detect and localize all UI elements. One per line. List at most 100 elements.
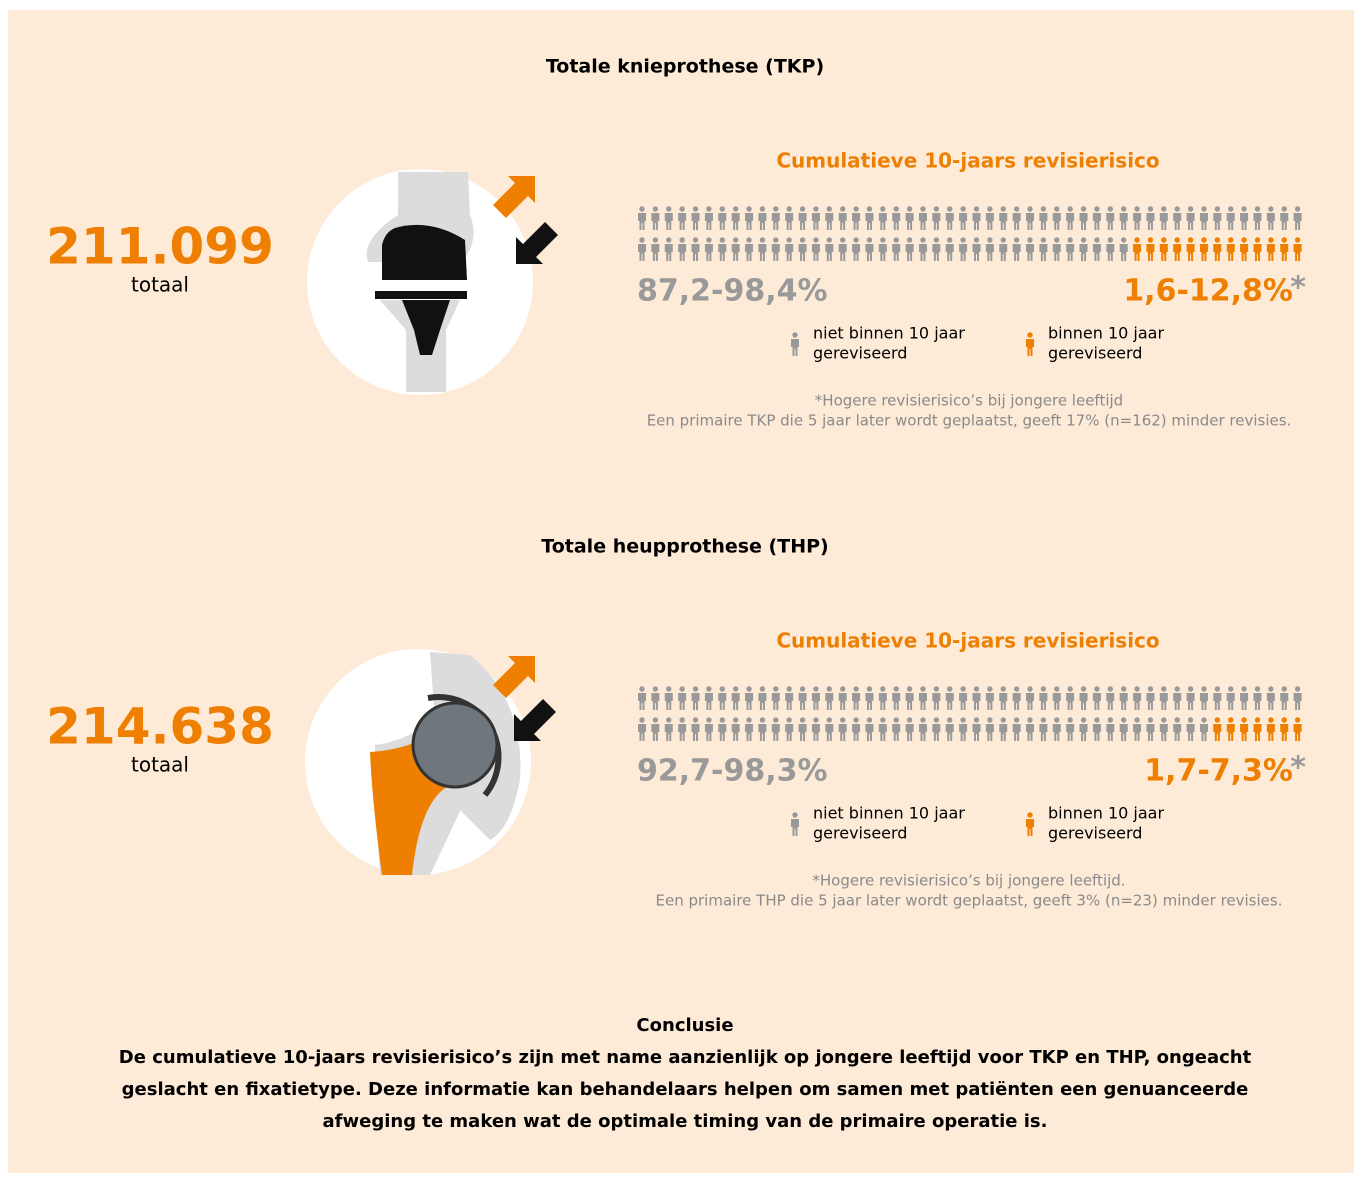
icon-head — [1148, 686, 1153, 691]
icon-head — [1241, 717, 1246, 722]
icon-head — [1014, 206, 1019, 211]
icon-head — [679, 686, 684, 691]
legend-text: gereviseerd — [1048, 344, 1142, 363]
footnote: *Hogere revisierisico’s bij jongere leef… — [812, 872, 1125, 890]
icon-head — [706, 206, 711, 211]
icon-head — [1027, 206, 1032, 211]
icon-head — [907, 717, 912, 722]
icon-head — [746, 686, 751, 691]
icon-head — [1295, 237, 1300, 242]
icon-head — [792, 332, 797, 337]
icon-head — [1188, 206, 1193, 211]
icon-head — [813, 717, 818, 722]
legend-text: binnen 10 jaar — [1048, 804, 1164, 823]
icon-head — [1014, 237, 1019, 242]
icon-head — [934, 206, 939, 211]
icon-head — [733, 717, 738, 722]
icon-head — [894, 686, 899, 691]
icon-head — [880, 717, 885, 722]
icon-head — [746, 206, 751, 211]
icon-head — [1108, 686, 1113, 691]
icon-head — [813, 237, 818, 242]
conclusion-title: Conclusie — [636, 1015, 733, 1036]
icon-head — [800, 206, 805, 211]
icon-head — [840, 237, 845, 242]
icon-head — [1108, 237, 1113, 242]
icon-head — [760, 717, 765, 722]
icon-head — [1094, 686, 1099, 691]
icon-head — [800, 237, 805, 242]
icon-head — [1067, 686, 1072, 691]
icon-head — [1081, 237, 1086, 242]
icon-head — [760, 206, 765, 211]
icon-head — [987, 686, 992, 691]
icon-head — [894, 237, 899, 242]
icon-head — [679, 717, 684, 722]
icon-head — [693, 717, 698, 722]
icon-head — [773, 686, 778, 691]
icon-head — [1241, 237, 1246, 242]
icon-head — [760, 686, 765, 691]
legend-text: binnen 10 jaar — [1048, 324, 1164, 343]
icon-head — [1148, 237, 1153, 242]
icon-head — [1268, 717, 1273, 722]
icon-head — [1148, 717, 1153, 722]
icon-head — [1282, 686, 1287, 691]
icon-head — [639, 686, 644, 691]
icon-head — [827, 717, 832, 722]
footnote: Een primaire TKP die 5 jaar later wordt … — [647, 412, 1292, 430]
icon-head — [1228, 237, 1233, 242]
icon-head — [1161, 686, 1166, 691]
icon-head — [666, 686, 671, 691]
icon-head — [960, 206, 965, 211]
infographic: Totale knieprothese (TKP)211.099totaalCu… — [0, 0, 1362, 1183]
icon-head — [880, 206, 885, 211]
icon-head — [974, 717, 979, 722]
icon-head — [720, 206, 725, 211]
icon-head — [666, 717, 671, 722]
icon-head — [773, 717, 778, 722]
total-label: totaal — [131, 753, 189, 777]
icon-head — [1241, 206, 1246, 211]
icon-head — [1241, 686, 1246, 691]
revised-range: 1,6-12,8% — [1123, 274, 1293, 309]
icon-head — [1054, 717, 1059, 722]
icon-head — [867, 237, 872, 242]
icon-head — [1268, 237, 1273, 242]
icon-head — [706, 717, 711, 722]
icon-head — [639, 237, 644, 242]
icon-head — [1295, 717, 1300, 722]
panel — [8, 10, 1354, 1173]
icon-head — [720, 717, 725, 722]
risk-heading: Cumulatieve 10-jaars revisierisico — [776, 149, 1159, 173]
icon-head — [653, 686, 658, 691]
icon-head — [987, 717, 992, 722]
icon-head — [1134, 717, 1139, 722]
icon-head — [1255, 206, 1260, 211]
icon-head — [1081, 206, 1086, 211]
icon-head — [800, 717, 805, 722]
icon-head — [920, 686, 925, 691]
icon-head — [1255, 717, 1260, 722]
icon-head — [760, 237, 765, 242]
icon-head — [920, 717, 925, 722]
icon-head — [853, 206, 858, 211]
icon-head — [827, 237, 832, 242]
icon-head — [1121, 206, 1126, 211]
icon-head — [827, 686, 832, 691]
footnote: *Hogere revisierisico’s bij jongere leef… — [815, 392, 1123, 410]
icon-head — [1282, 206, 1287, 211]
icon-head — [840, 686, 845, 691]
icon-head — [1201, 686, 1206, 691]
icon-head — [867, 686, 872, 691]
icon-head — [894, 206, 899, 211]
icon-head — [880, 237, 885, 242]
icon-head — [666, 206, 671, 211]
icon-head — [1215, 717, 1220, 722]
legend-text: niet binnen 10 jaar — [813, 804, 965, 823]
icon-head — [1175, 686, 1180, 691]
icon-head — [840, 717, 845, 722]
icon-head — [666, 237, 671, 242]
icon-head — [1188, 717, 1193, 722]
icon-head — [1201, 237, 1206, 242]
